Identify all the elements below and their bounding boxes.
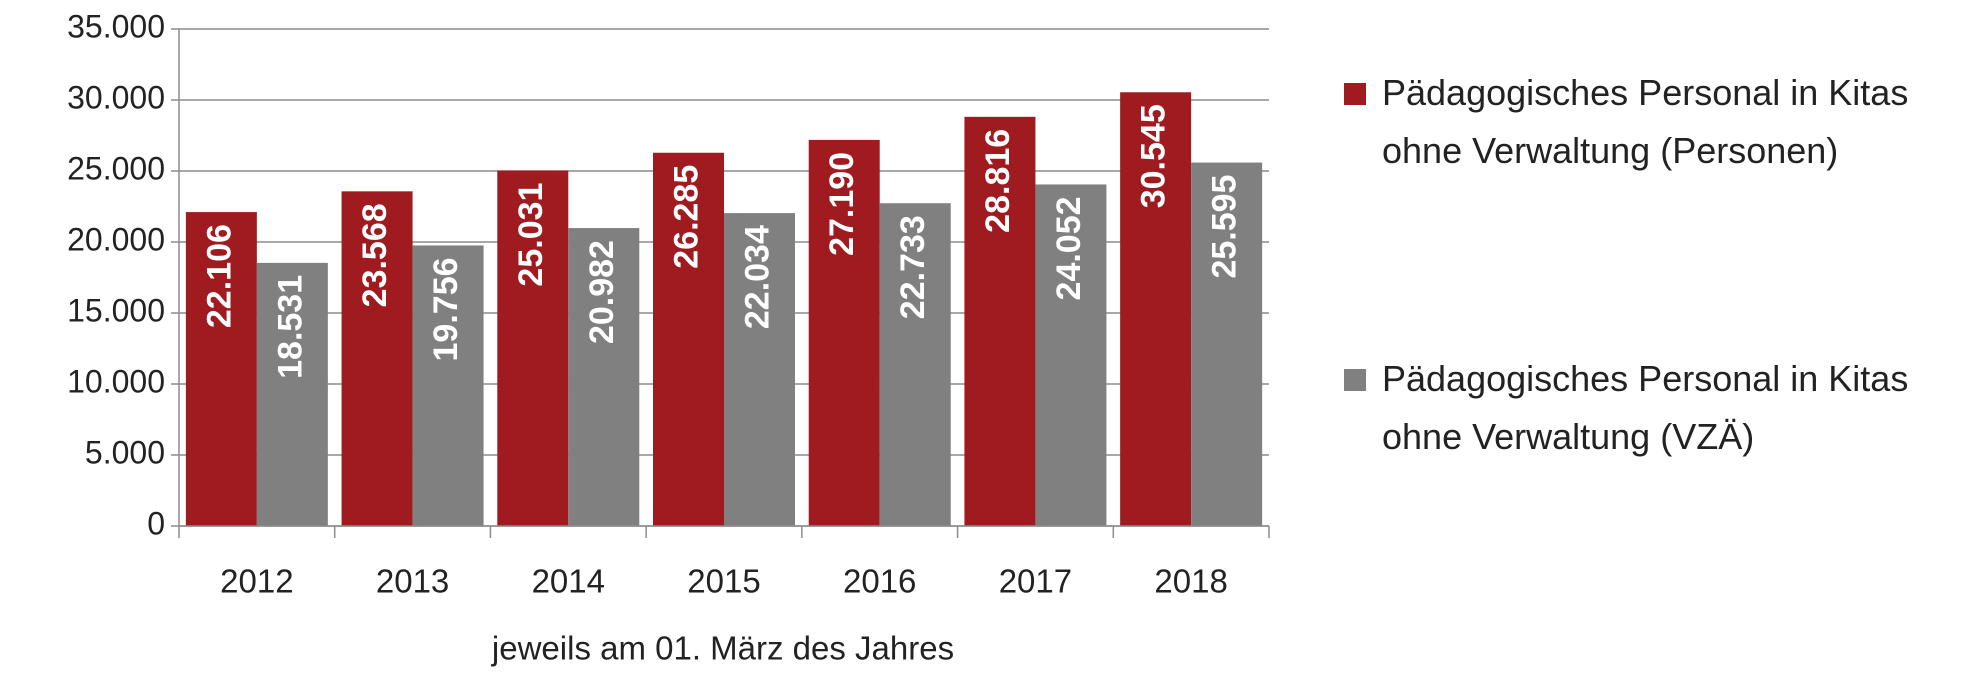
data-label: 27.190 — [823, 152, 861, 256]
data-label: 26.285 — [667, 165, 705, 269]
y-tick-label: 10.000 — [67, 363, 165, 399]
legend-label: Pädagogisches Personal in Kitas ohne Ver… — [1382, 72, 1909, 171]
y-tick-label: 5.000 — [85, 434, 165, 470]
data-label: 20.982 — [583, 240, 621, 344]
bar — [1035, 184, 1107, 526]
x-tick-label: 2017 — [999, 563, 1072, 600]
bar — [1191, 162, 1263, 526]
y-tick-label: 0 — [147, 505, 165, 541]
bar — [256, 262, 328, 526]
data-label: 18.531 — [271, 275, 309, 379]
y-tick-label: 15.000 — [67, 292, 165, 328]
x-tick-label: 2012 — [220, 563, 293, 600]
x-tick-label: 2016 — [843, 563, 916, 600]
x-tick-label: 2018 — [1154, 563, 1227, 600]
bar — [964, 116, 1036, 526]
data-label: 25.031 — [512, 183, 550, 287]
data-label: 30.545 — [1135, 104, 1173, 208]
data-label: 22.106 — [200, 224, 238, 328]
data-label: 23.568 — [356, 203, 394, 307]
bar — [185, 212, 257, 527]
bar — [412, 245, 484, 527]
bar — [568, 228, 640, 526]
bar — [724, 213, 795, 527]
data-label: 25.595 — [1206, 175, 1244, 279]
legend-label: Pädagogisches Personal in Kitas ohne Ver… — [1382, 358, 1909, 457]
y-tick-label: 25.000 — [67, 150, 165, 186]
y-tick-label: 30.000 — [67, 79, 165, 115]
bar — [879, 203, 951, 526]
bar — [497, 170, 569, 526]
legend-swatch — [1344, 369, 1366, 391]
x-tick-label: 2013 — [376, 563, 449, 600]
y-tick-label: 20.000 — [67, 221, 165, 257]
bar — [341, 191, 413, 526]
legend-item: Pädagogisches Personal in Kitas ohne Ver… — [1344, 350, 1944, 466]
data-label: 24.052 — [1050, 196, 1088, 300]
data-label: 19.756 — [427, 257, 465, 361]
x-axis-label: jeweils am 01. März des Jahres — [491, 630, 954, 667]
data-label: 22.733 — [894, 215, 932, 319]
x-tick-label: 2014 — [532, 563, 605, 600]
data-label: 28.816 — [979, 129, 1017, 233]
data-label: 22.034 — [738, 225, 776, 329]
bar — [653, 152, 724, 527]
bar — [1120, 92, 1192, 527]
legend-item: Pädagogisches Personal in Kitas ohne Ver… — [1344, 64, 1944, 180]
bar — [808, 139, 880, 527]
x-tick-label: 2015 — [687, 563, 760, 600]
legend-swatch — [1344, 83, 1366, 105]
y-tick-label: 35.000 — [67, 8, 165, 44]
